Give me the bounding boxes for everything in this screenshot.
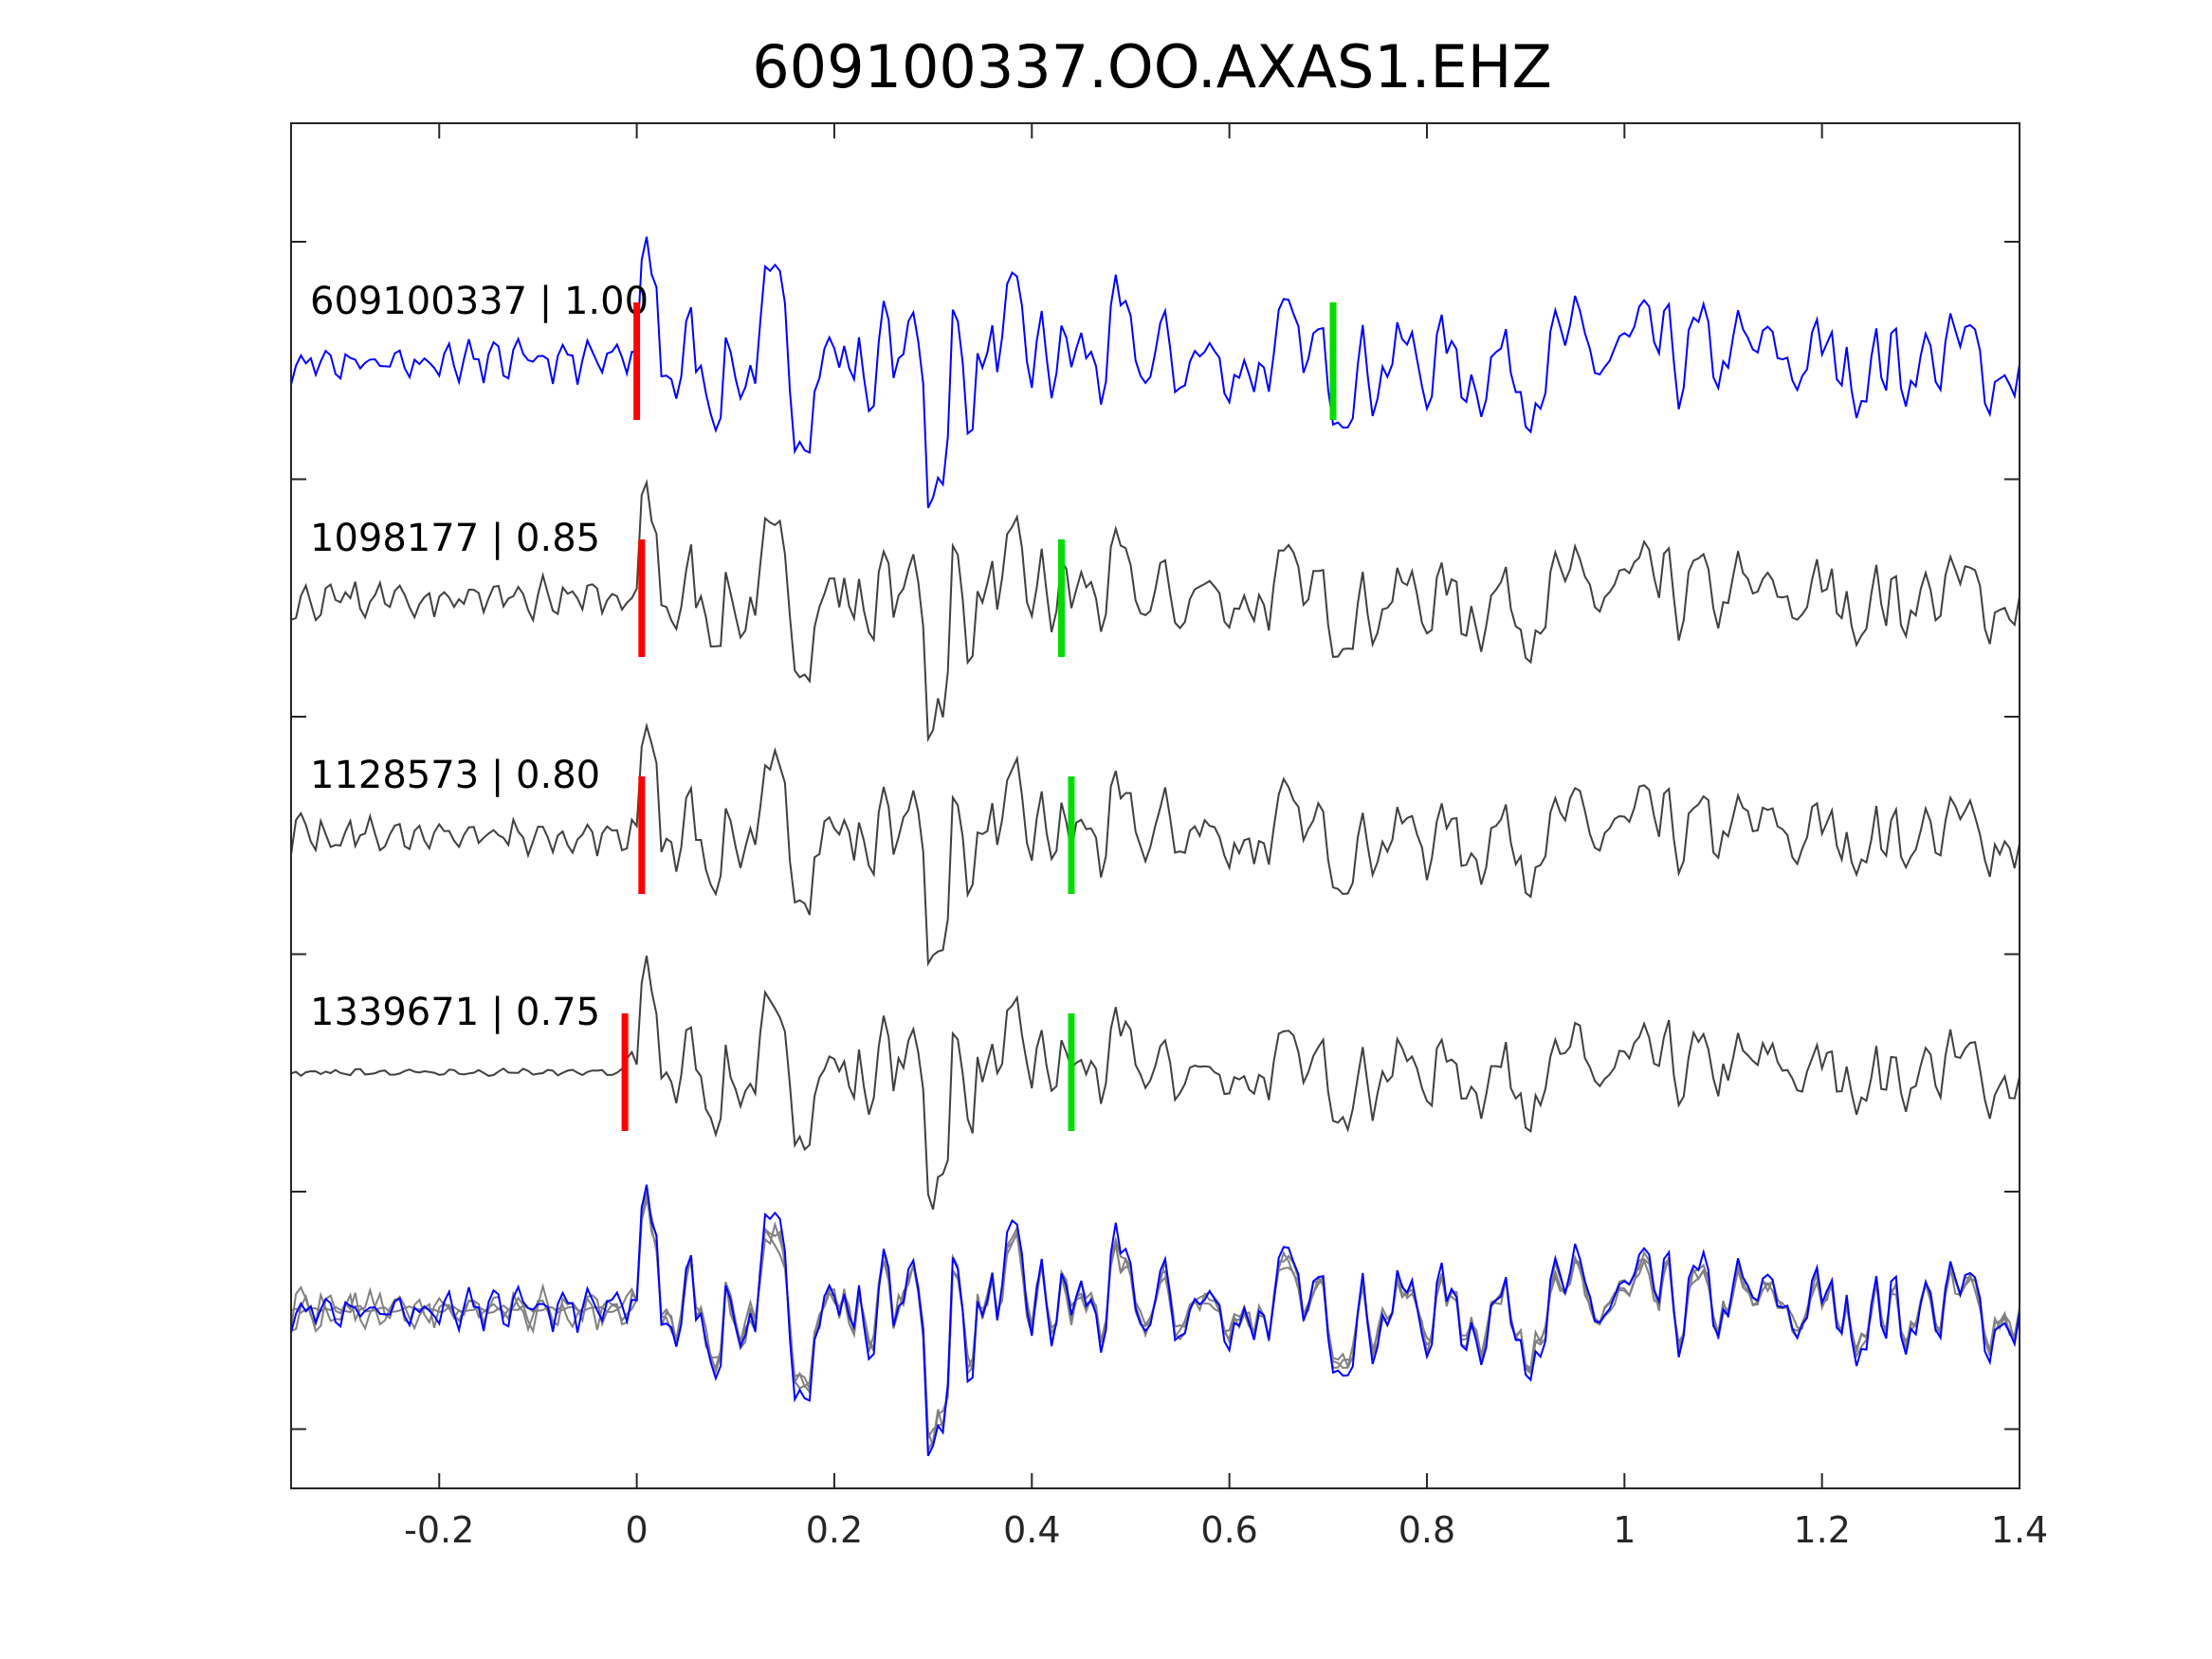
x-tick-label: 1 (1613, 1509, 1636, 1551)
waveform-trace (290, 479, 2020, 743)
waveform-trace (290, 236, 2020, 509)
x-tick-label: 0.8 (1398, 1509, 1455, 1551)
picks-layer (621, 302, 1337, 1131)
x-tick-label: 0.4 (1003, 1509, 1060, 1551)
waveform-trace (290, 721, 2020, 967)
stack-master-trace (290, 1184, 2020, 1457)
trace-label: 1098177 | 0.85 (310, 517, 600, 560)
axes: -0.2 0 0.2 0.4 0.6 0.8 1 1.2 1.4 (291, 123, 2048, 1551)
trace-label: 609100337 | 1.00 (310, 280, 649, 323)
traces-layer (290, 236, 2020, 1457)
x-tick-label: 1.4 (1991, 1509, 2048, 1551)
plot-frame (290, 122, 2020, 1489)
trace-label: 1128573 | 0.80 (310, 754, 600, 797)
trace-labels: 609100337 | 1.00 1098177 | 0.85 1128573 … (310, 280, 649, 1034)
x-tick-label: 0.6 (1200, 1509, 1257, 1551)
x-tick-label: 1.2 (1793, 1509, 1850, 1551)
waveform-trace (290, 956, 2020, 1211)
x-tick-label: 0 (626, 1509, 649, 1551)
trace-label: 1339671 | 0.75 (310, 991, 600, 1034)
x-tick-label: -0.2 (404, 1509, 474, 1551)
chart-title: 609100337.OO.AXAS1.EHZ (752, 32, 1552, 101)
x-tick-label: 0.2 (806, 1509, 863, 1551)
